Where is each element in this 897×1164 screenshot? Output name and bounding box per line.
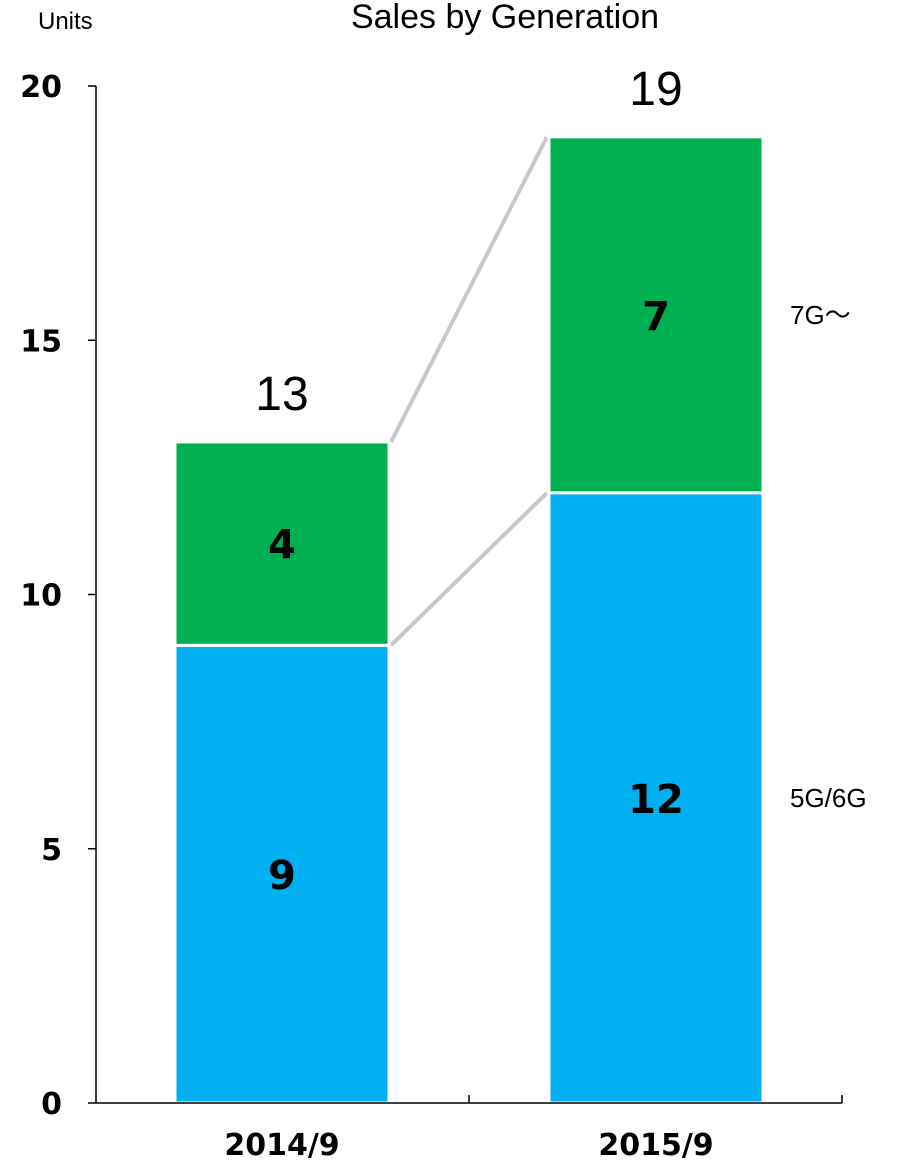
y-tick-label: 0 — [41, 1087, 62, 1122]
chart-title: Sales by Generation — [351, 0, 659, 36]
bar-total-label: 19 — [629, 63, 682, 116]
y-tick-label: 10 — [20, 579, 62, 614]
x-tick-label: 2014/9 — [224, 1128, 339, 1163]
bar-segment — [173, 440, 391, 647]
bar-segment-value-label: 12 — [628, 777, 684, 823]
legend-group: 5G/6G 7G～ — [790, 300, 867, 813]
connector-line — [389, 135, 549, 443]
x-tick-label: 2015/9 — [598, 1128, 713, 1163]
legend-label: 5G/6G — [790, 783, 867, 813]
x-ticks-group: 2014/9 2015/9 — [224, 1095, 843, 1163]
bar-segment-value-label: 4 — [268, 523, 296, 569]
connector-line — [389, 491, 549, 647]
bar-total-label: 13 — [255, 368, 308, 421]
bars-group: 9 4 13 12 7 19 — [173, 63, 765, 1105]
y-tick-label: 20 — [20, 70, 62, 105]
bar-segment — [547, 135, 765, 495]
y-axis-unit-label: Units — [38, 8, 93, 35]
y-ticks-group: 0 5 10 15 20 — [20, 70, 96, 1122]
legend-label: 7G～ — [790, 300, 851, 330]
bar-segment — [173, 643, 391, 1105]
y-tick-label: 15 — [20, 324, 62, 359]
bar-segment-value-label: 7 — [642, 294, 670, 340]
bar-segment-value-label: 9 — [268, 853, 296, 899]
y-tick-label: 5 — [41, 833, 62, 868]
connector-lines — [389, 135, 549, 647]
